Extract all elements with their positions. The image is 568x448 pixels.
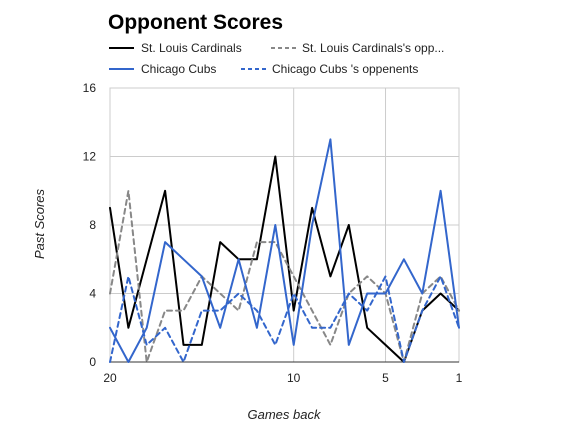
legend: St. Louis Cardinals St. Louis Cardinals'…: [109, 41, 444, 76]
y-tick-label: 4: [89, 287, 96, 301]
legend-entry-cardinals: St. Louis Cardinals: [109, 41, 242, 55]
y-tick-label: 8: [89, 218, 96, 232]
chart-title: Opponent Scores: [108, 11, 283, 34]
x-tick-label: 1: [456, 371, 463, 385]
legend-label-cubs-opponents: Chicago Cubs 's oppenents: [272, 62, 418, 76]
x-tick-label: 20: [103, 371, 117, 385]
series: [109, 138, 460, 363]
legend-label-cubs: Chicago Cubs: [141, 62, 216, 76]
series-cardinals-opponents: [109, 189, 460, 363]
y-axis-label: Past Scores: [32, 188, 47, 259]
y-tick-label: 0: [89, 355, 96, 369]
x-tick-label: 5: [382, 371, 389, 385]
x-tick-label: 10: [287, 371, 301, 385]
y-tick-label: 16: [83, 81, 97, 95]
series-cardinals: [109, 155, 460, 363]
series-cubs: [109, 138, 460, 363]
legend-entry-cubs-opponents: Chicago Cubs 's oppenents: [241, 62, 418, 76]
legend-entry-cubs: Chicago Cubs: [109, 62, 216, 76]
axes: 0 4 8 12 16 20 10 5 1: [83, 81, 463, 385]
x-axis-label: Games back: [248, 407, 322, 422]
legend-label-cardinals-opponents: St. Louis Cardinals's opp...: [302, 41, 444, 55]
series-cubs-opponents: [109, 275, 460, 363]
y-tick-label: 12: [83, 150, 97, 164]
legend-entry-cardinals-opponents: St. Louis Cardinals's opp...: [271, 41, 444, 55]
legend-label-cardinals: St. Louis Cardinals: [141, 41, 242, 55]
